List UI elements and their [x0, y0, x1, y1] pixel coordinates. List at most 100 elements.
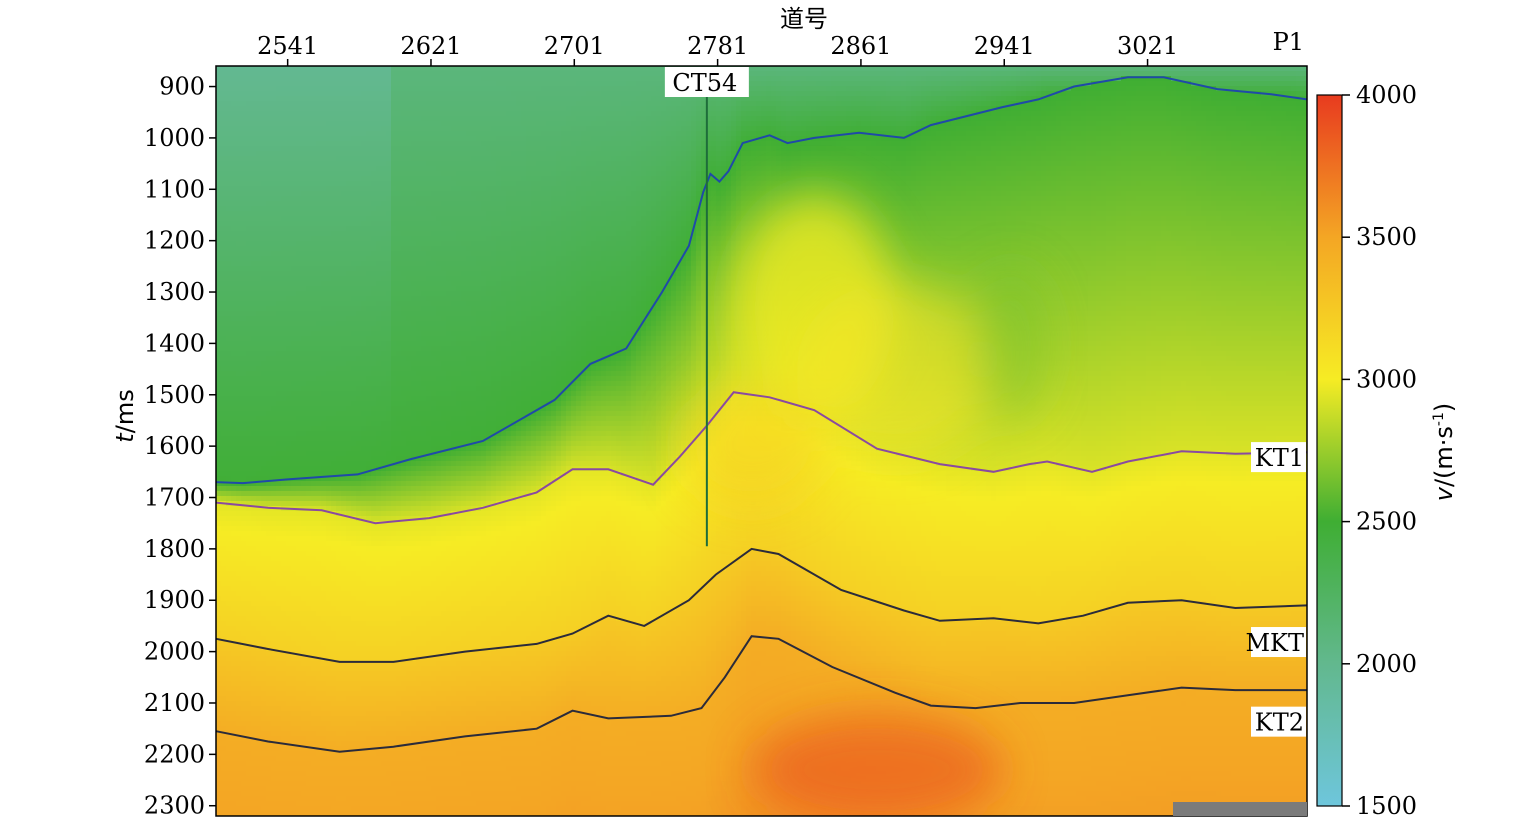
velocity-cell	[261, 316, 267, 322]
velocity-cell	[311, 671, 317, 677]
velocity-cell	[221, 171, 227, 177]
velocity-cell	[361, 181, 367, 187]
velocity-cell	[336, 96, 342, 102]
velocity-cell	[371, 266, 377, 272]
velocity-cell	[296, 436, 302, 442]
velocity-cell	[336, 126, 342, 132]
velocity-cell	[291, 451, 297, 457]
velocity-cell	[221, 571, 227, 577]
velocity-cell	[281, 246, 287, 252]
velocity-cell	[331, 466, 337, 472]
velocity-cell	[221, 536, 227, 542]
velocity-cell	[216, 491, 222, 497]
velocity-cell	[351, 376, 357, 382]
velocity-cell	[221, 651, 227, 657]
velocity-cell	[296, 266, 302, 272]
velocity-cell	[261, 421, 267, 427]
velocity-cell	[346, 481, 352, 487]
velocity-cell	[341, 171, 347, 177]
velocity-cell	[336, 296, 342, 302]
velocity-cell	[281, 556, 287, 562]
velocity-cell	[341, 481, 347, 487]
velocity-cell	[216, 596, 222, 602]
velocity-cell	[336, 266, 342, 272]
velocity-cell	[296, 491, 302, 497]
velocity-cell	[216, 721, 222, 727]
velocity-cell	[346, 161, 352, 167]
velocity-cell	[261, 351, 267, 357]
velocity-cell	[351, 341, 357, 347]
velocity-cell	[326, 336, 332, 342]
velocity-cell	[336, 681, 342, 687]
velocity-cell	[376, 131, 382, 137]
velocity-cell	[356, 601, 362, 607]
velocity-cell	[261, 526, 267, 532]
velocity-cell	[351, 506, 357, 512]
velocity-cell	[306, 321, 312, 327]
velocity-cell	[221, 336, 227, 342]
velocity-cell	[376, 366, 382, 372]
velocity-cell	[241, 646, 247, 652]
velocity-cell	[341, 201, 347, 207]
velocity-cell	[221, 251, 227, 257]
velocity-cell	[256, 591, 262, 597]
velocity-cell	[261, 691, 267, 697]
velocity-cell	[241, 416, 247, 422]
velocity-cell	[371, 526, 377, 532]
velocity-cell	[346, 791, 352, 797]
velocity-cell	[351, 416, 357, 422]
velocity-cell	[266, 521, 272, 527]
velocity-cell	[281, 596, 287, 602]
velocity-cell	[226, 566, 232, 572]
velocity-cell	[246, 561, 252, 567]
velocity-cell	[281, 736, 287, 742]
velocity-cell	[331, 321, 337, 327]
velocity-cell	[321, 246, 327, 252]
velocity-cell	[216, 251, 222, 257]
velocity-cell	[276, 696, 282, 702]
velocity-cell	[351, 726, 357, 732]
velocity-cell	[306, 131, 312, 137]
velocity-cell	[306, 341, 312, 347]
velocity-cell	[301, 426, 307, 432]
velocity-cell	[321, 571, 327, 577]
velocity-cell	[306, 211, 312, 217]
velocity-cell	[331, 111, 337, 117]
velocity-cell	[221, 686, 227, 692]
velocity-cell	[331, 626, 337, 632]
velocity-cell	[271, 791, 277, 797]
velocity-cell	[331, 91, 337, 97]
velocity-cell	[286, 806, 292, 812]
velocity-cell	[351, 456, 357, 462]
velocity-cell	[341, 791, 347, 797]
velocity-cell	[216, 331, 222, 337]
velocity-cell	[321, 126, 327, 132]
velocity-cell	[351, 591, 357, 597]
velocity-cell	[366, 506, 372, 512]
velocity-cell	[376, 351, 382, 357]
velocity-cell	[326, 761, 332, 767]
velocity-cell	[221, 761, 227, 767]
velocity-cell	[246, 566, 252, 572]
velocity-cell	[281, 356, 287, 362]
velocity-cell	[226, 571, 232, 577]
velocity-cell	[376, 731, 382, 737]
velocity-cell	[226, 751, 232, 757]
velocity-cell	[266, 446, 272, 452]
velocity-cell	[331, 441, 337, 447]
velocity-cell	[296, 246, 302, 252]
velocity-cell	[286, 121, 292, 127]
velocity-cell	[341, 681, 347, 687]
velocity-cell	[276, 346, 282, 352]
velocity-cell	[336, 631, 342, 637]
velocity-cell	[301, 286, 307, 292]
velocity-cell	[251, 546, 257, 552]
velocity-cell	[301, 306, 307, 312]
velocity-cell	[231, 806, 237, 812]
velocity-cell	[326, 206, 332, 212]
velocity-cell	[296, 271, 302, 277]
velocity-cell	[291, 541, 297, 547]
velocity-cell	[316, 661, 322, 667]
velocity-cell	[291, 666, 297, 672]
velocity-cell	[276, 771, 282, 777]
